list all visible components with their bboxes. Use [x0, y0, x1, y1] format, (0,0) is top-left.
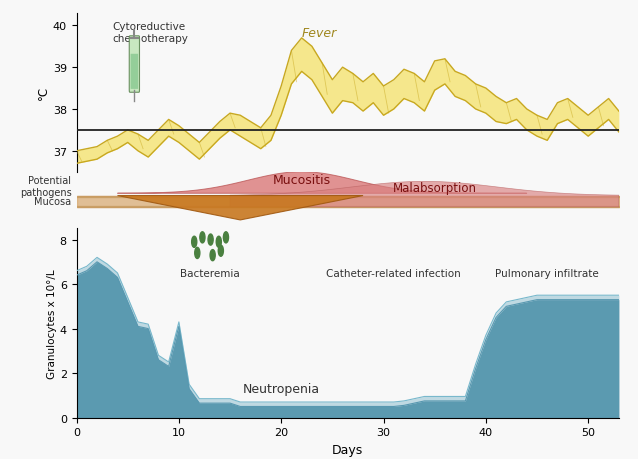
Circle shape	[218, 246, 223, 257]
Text: Pulmonary infiltrate: Pulmonary infiltrate	[495, 269, 599, 278]
Polygon shape	[230, 182, 619, 207]
Circle shape	[191, 237, 197, 248]
Circle shape	[208, 235, 213, 246]
X-axis label: Days: Days	[332, 443, 363, 456]
Text: Catheter-related infection: Catheter-related infection	[327, 269, 461, 278]
Text: Mucositis: Mucositis	[272, 174, 330, 186]
Text: Cytoreductive
chemotherapy: Cytoreductive chemotherapy	[112, 22, 188, 44]
Text: Bacteremia: Bacteremia	[180, 269, 239, 278]
Text: Malabsorption: Malabsorption	[392, 182, 477, 195]
Polygon shape	[117, 196, 363, 220]
Text: Neutropenia: Neutropenia	[242, 382, 320, 395]
Circle shape	[200, 232, 205, 243]
Circle shape	[216, 237, 221, 248]
Circle shape	[210, 250, 215, 261]
Y-axis label: Granulocytes x 10°/L: Granulocytes x 10°/L	[47, 269, 57, 378]
FancyBboxPatch shape	[130, 37, 140, 93]
FancyBboxPatch shape	[131, 55, 138, 90]
Text: Fever: Fever	[302, 27, 337, 40]
Polygon shape	[117, 172, 527, 194]
Circle shape	[223, 232, 228, 243]
Text: Mucosa: Mucosa	[34, 197, 71, 207]
Y-axis label: °C: °C	[37, 86, 50, 100]
Text: Potential
pathogens: Potential pathogens	[20, 176, 71, 197]
Circle shape	[195, 248, 200, 259]
